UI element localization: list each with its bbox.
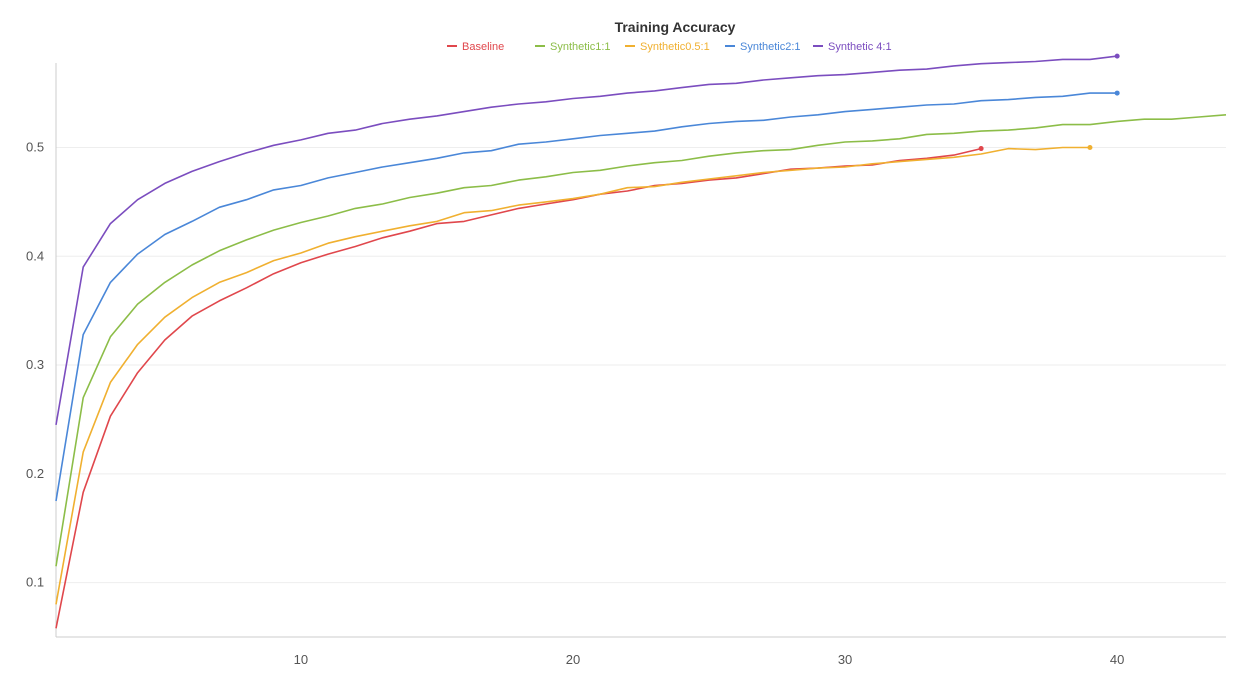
legend-item[interactable]: Synthetic1:1 bbox=[535, 41, 611, 53]
series-end-point bbox=[1114, 53, 1120, 59]
series-end-point bbox=[1114, 90, 1120, 96]
legend-item[interactable]: Synthetic0.5:1 bbox=[625, 41, 710, 53]
legend-label: Synthetic 4:1 bbox=[828, 41, 892, 53]
series-end-point bbox=[1087, 144, 1093, 150]
series-line bbox=[55, 114, 1227, 567]
legend-label: Baseline bbox=[462, 41, 504, 53]
chart-title: Training Accuracy bbox=[615, 19, 736, 35]
y-tick-label: 0.1 bbox=[26, 575, 44, 590]
x-tick-label: 10 bbox=[294, 652, 308, 667]
grid bbox=[56, 146, 1226, 584]
legend-item[interactable]: Baseline bbox=[447, 41, 504, 53]
x-tick-label: 20 bbox=[566, 652, 580, 667]
series-group bbox=[55, 53, 1227, 629]
legend: Baseline Synthetic1:1 Synthetic0.5:1 Synthe… bbox=[447, 41, 892, 53]
y-tick-label: 0.3 bbox=[26, 357, 44, 372]
x-tick-label: 30 bbox=[838, 652, 852, 667]
axes: 0.1 0.2 0.3 0.4 0.5 10 20 30 40 bbox=[26, 63, 1226, 667]
y-tick-label: 0.5 bbox=[26, 139, 44, 154]
legend-label: Synthetic2:1 bbox=[740, 41, 801, 53]
legend-label: Synthetic1:1 bbox=[550, 41, 611, 53]
legend-item[interactable]: Synthetic2:1 bbox=[725, 41, 801, 53]
series-line bbox=[55, 55, 1118, 426]
y-tick-label: 0.4 bbox=[26, 248, 44, 263]
series-end-point bbox=[978, 146, 984, 152]
x-tick-label: 40 bbox=[1110, 652, 1124, 667]
legend-item[interactable]: Synthetic 4:1 bbox=[813, 41, 892, 53]
legend-label: Synthetic0.5:1 bbox=[640, 41, 710, 53]
series-line bbox=[55, 146, 1090, 605]
series-line bbox=[55, 92, 1118, 502]
y-tick-label: 0.2 bbox=[26, 466, 44, 481]
